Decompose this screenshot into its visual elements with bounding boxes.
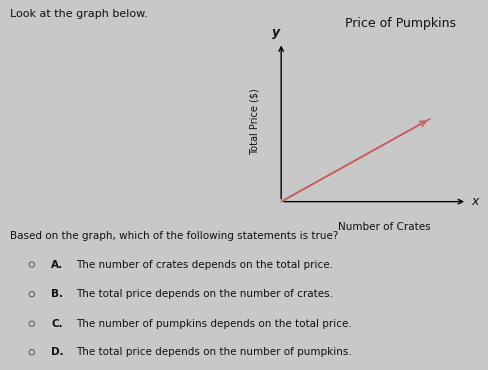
Text: Price of Pumpkins: Price of Pumpkins xyxy=(345,17,455,30)
Text: Total Price ($): Total Price ($) xyxy=(249,89,259,155)
Text: The number of pumpkins depends on the total price.: The number of pumpkins depends on the to… xyxy=(76,319,351,329)
Text: D.: D. xyxy=(51,347,64,357)
Text: x: x xyxy=(470,195,477,208)
Text: Based on the graph, which of the following statements is true?: Based on the graph, which of the followi… xyxy=(10,231,338,241)
Text: Look at the graph below.: Look at the graph below. xyxy=(10,9,147,19)
Text: Number of Crates: Number of Crates xyxy=(337,222,429,232)
Text: The number of crates depends on the total price.: The number of crates depends on the tota… xyxy=(76,259,332,270)
Text: B.: B. xyxy=(51,289,63,299)
Text: A.: A. xyxy=(51,259,63,270)
Text: The total price depends on the number of crates.: The total price depends on the number of… xyxy=(76,289,332,299)
Text: C.: C. xyxy=(51,319,63,329)
Text: y: y xyxy=(272,26,280,39)
Text: The total price depends on the number of pumpkins.: The total price depends on the number of… xyxy=(76,347,351,357)
